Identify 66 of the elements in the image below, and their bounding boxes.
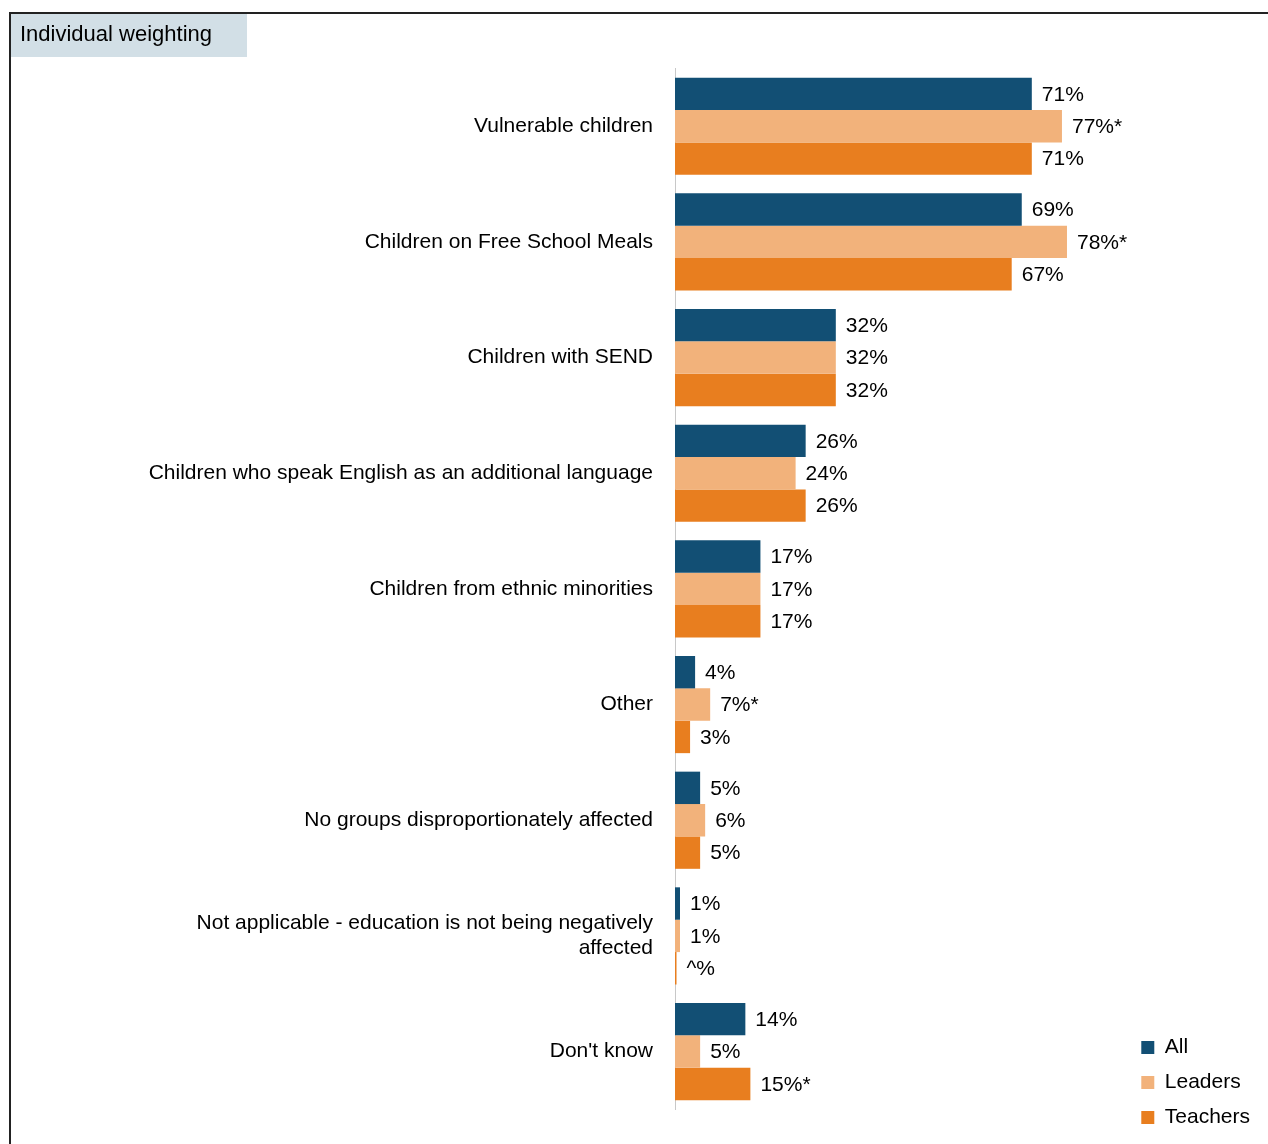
legend-label: All — [1164, 1034, 1189, 1058]
data-label: 6% — [715, 808, 746, 832]
bar — [675, 77, 1032, 111]
y-tick-label: Children who speak English as an additional language — [148, 460, 653, 484]
bar — [675, 489, 806, 522]
bar — [675, 688, 711, 721]
bar — [675, 193, 1022, 226]
bar — [675, 225, 1067, 259]
data-label: ^% — [686, 956, 716, 980]
bar — [675, 771, 701, 805]
data-label: 32% — [845, 312, 888, 336]
data-label: 1% — [690, 923, 721, 947]
y-tick-label: Other — [600, 691, 653, 715]
data-label: 24% — [805, 461, 848, 485]
text: Individual weighting — [20, 21, 213, 47]
data-label: 67% — [1021, 262, 1064, 286]
bar — [675, 142, 1032, 175]
bar — [675, 836, 701, 869]
data-label: 17% — [770, 576, 813, 600]
data-label: 5% — [710, 775, 741, 799]
data-label: 1% — [690, 891, 721, 915]
y-tick-label: Don't know — [549, 1038, 654, 1062]
data-label: 69% — [1031, 197, 1074, 221]
bar — [675, 110, 1062, 143]
bar — [675, 572, 761, 606]
y-tick-label: No groups disproportionately affected — [304, 807, 653, 831]
bar — [675, 1067, 751, 1101]
data-label: 26% — [815, 428, 858, 452]
legend-label: Leaders — [1164, 1069, 1241, 1093]
data-label: 77%* — [1071, 114, 1123, 138]
data-label: 5% — [710, 1039, 741, 1063]
data-label: 4% — [705, 659, 736, 683]
bar — [675, 887, 681, 920]
data-label: 15%* — [760, 1071, 811, 1095]
bar — [675, 804, 706, 837]
y-tick-label: Children on Free School Meals — [364, 228, 653, 252]
y-tick-label: Children with SEND — [467, 344, 653, 368]
y-tick-label: Vulnerable children — [473, 113, 653, 137]
bar — [675, 655, 696, 689]
bar — [675, 373, 836, 407]
data-label: 5% — [710, 840, 741, 864]
bar — [675, 258, 1012, 291]
data-label: 26% — [815, 493, 858, 517]
legend-label: Teachers — [1164, 1104, 1251, 1128]
bar — [675, 424, 806, 458]
data-label: 32% — [845, 377, 888, 401]
data-label: 71% — [1041, 81, 1084, 105]
bar — [675, 341, 836, 374]
bar — [675, 919, 681, 953]
bar — [675, 605, 761, 638]
data-label: 17% — [770, 609, 813, 633]
data-label: 7%* — [720, 692, 759, 716]
y-tick-label: Children from ethnic minorities — [369, 575, 653, 599]
data-label: 71% — [1041, 146, 1084, 170]
data-label: 17% — [770, 544, 813, 568]
bar — [675, 1035, 701, 1068]
bar — [675, 308, 836, 342]
bar — [675, 540, 761, 573]
data-label: 32% — [845, 345, 888, 369]
data-label: 14% — [755, 1006, 798, 1030]
data-label: 78%* — [1076, 229, 1128, 253]
bar — [675, 720, 691, 754]
y-tick-label: Not applicable - education is not being negatively affected — [196, 910, 654, 959]
bar — [675, 457, 796, 490]
data-label: 3% — [700, 724, 731, 748]
bar — [675, 1002, 746, 1036]
